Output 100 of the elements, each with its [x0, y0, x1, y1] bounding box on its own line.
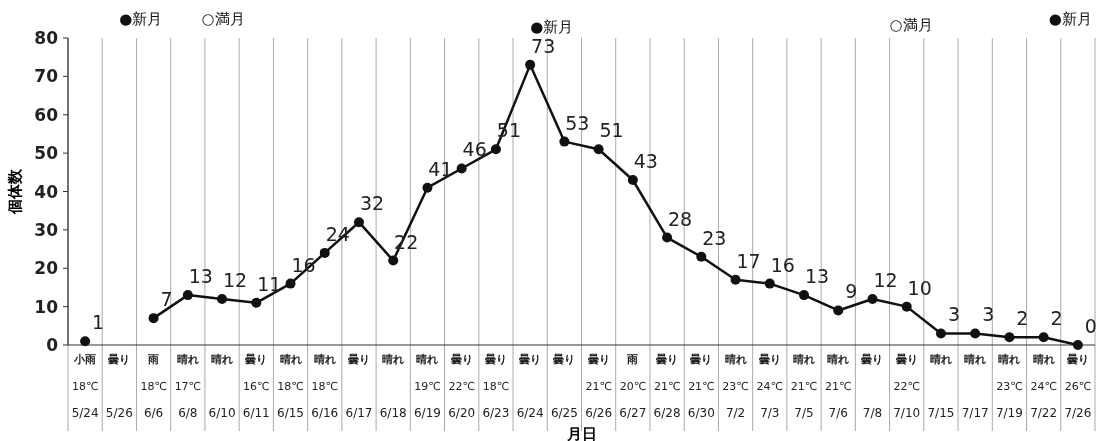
category-label: 曇り 22℃ 7/10	[893, 353, 921, 420]
data-label: 11	[257, 272, 282, 295]
point	[867, 293, 878, 304]
data-label: 3	[982, 303, 995, 326]
y-tick-label: 80	[34, 28, 59, 48]
x-axis-title: 月日	[565, 425, 597, 441]
category-label: 曇り 7/8	[861, 353, 884, 420]
y-tick-label: 50	[34, 143, 59, 164]
point	[80, 336, 91, 347]
category-label: 曇り 18℃ 6/23	[482, 353, 510, 420]
data-label: 1	[92, 311, 105, 334]
data-label: 2	[1050, 307, 1063, 330]
data-label: 28	[667, 207, 693, 230]
data-label: 53	[565, 111, 590, 134]
point	[319, 247, 330, 258]
point	[148, 313, 159, 324]
point	[901, 301, 912, 312]
data-label: 7	[160, 288, 173, 311]
data-label: 41	[428, 157, 453, 180]
category-label: 曇り 26℃ 7/26	[1064, 353, 1092, 420]
point	[1072, 340, 1083, 350]
category-label: 晴れ 23℃ 7/2	[722, 353, 749, 420]
data-label: 51	[599, 119, 624, 142]
category-label: 曇り 21℃ 6/30	[687, 353, 715, 420]
point	[1038, 332, 1049, 343]
text: ●新月	[1048, 10, 1092, 28]
text: ○満月	[201, 10, 245, 28]
data-label: 23	[702, 226, 727, 249]
category-label: 晴れ 18℃ 6/15	[277, 353, 304, 420]
data-label: 12	[222, 268, 248, 291]
point	[935, 328, 946, 339]
point	[456, 163, 467, 174]
y-tick-label: 20	[34, 258, 59, 279]
data-label: 17	[736, 249, 761, 272]
point	[1004, 332, 1015, 343]
data-label: 9	[845, 280, 858, 303]
point	[525, 59, 536, 70]
category-label: 曇り 16℃ 6/11	[242, 353, 270, 420]
category-label: 晴れ 21℃ 7/6	[825, 353, 852, 420]
category-label: 晴れ 6/18	[379, 353, 407, 420]
point	[764, 278, 775, 289]
data-label: 13	[188, 265, 213, 288]
category-label: 晴れ 6/10	[208, 353, 236, 420]
y-tick-label: 0	[46, 335, 59, 355]
category-label: 曇り 6/25	[550, 353, 578, 420]
category-label: 晴れ 7/15	[927, 353, 955, 420]
category-label: 雨 18℃ 6/6	[140, 353, 167, 420]
y-tick-label: 40	[34, 181, 59, 202]
data-label: 2	[1016, 307, 1029, 330]
category-label: 曇り 21℃ 6/26	[585, 353, 613, 420]
point	[970, 328, 981, 339]
data-label: 10	[907, 276, 932, 299]
category-label: 曇り 24℃ 7/3	[756, 353, 783, 420]
category-label: 曇り 22℃ 6/20	[448, 353, 476, 420]
category-label: 晴れ 17℃ 6/8	[174, 353, 201, 420]
point	[388, 255, 399, 266]
y-axis-title: 個体数	[6, 168, 24, 215]
point	[353, 217, 364, 228]
point	[627, 174, 638, 185]
data-label: 0	[1084, 315, 1097, 337]
point	[217, 293, 228, 304]
point	[285, 278, 296, 289]
category-label: 晴れ 18℃ 6/16	[311, 353, 339, 420]
text: ●新月	[530, 18, 574, 36]
category-label: 晴れ 19℃ 6/19	[413, 353, 441, 420]
point	[730, 274, 741, 285]
data-label: 46	[462, 138, 487, 161]
y-tick-label: 10	[34, 296, 59, 317]
y-tick-label: 60	[34, 104, 59, 125]
category-label: 小雨 18℃ 5/24	[71, 353, 99, 420]
category-label: 晴れ 23℃ 7/19	[995, 353, 1023, 420]
category-label: 雨 20℃ 6/27	[619, 353, 647, 420]
y-tick-label: 70	[34, 66, 59, 87]
y-tick-label: 30	[34, 219, 59, 240]
data-label: 16	[770, 253, 795, 276]
point	[593, 144, 604, 155]
point	[251, 297, 262, 308]
text: ●新月	[119, 10, 163, 28]
point	[696, 251, 707, 262]
data-label: 43	[633, 149, 658, 172]
data-label: 13	[804, 265, 830, 288]
data-label: 12	[873, 268, 898, 291]
category-label: 晴れ 24℃ 7/22	[1030, 353, 1058, 420]
point	[662, 232, 673, 243]
category-label: 曇り 21℃ 6/28	[653, 353, 681, 420]
data-label: 3	[947, 303, 960, 326]
data-label: 73	[531, 34, 556, 57]
category-label: 晴れ 21℃ 7/5	[790, 353, 818, 420]
text: ○満月	[889, 16, 933, 34]
point	[182, 290, 193, 301]
point	[559, 136, 570, 147]
category-label: 曇り 6/17	[345, 353, 373, 420]
point	[490, 144, 501, 155]
point	[833, 305, 844, 316]
point	[422, 182, 433, 193]
data-label: 32	[359, 192, 385, 215]
category-label: 晴れ 7/17	[961, 353, 989, 420]
category-label: 曇り 5/26	[105, 353, 133, 420]
point	[799, 290, 810, 301]
category-label: 曇り 6/24	[516, 353, 544, 420]
